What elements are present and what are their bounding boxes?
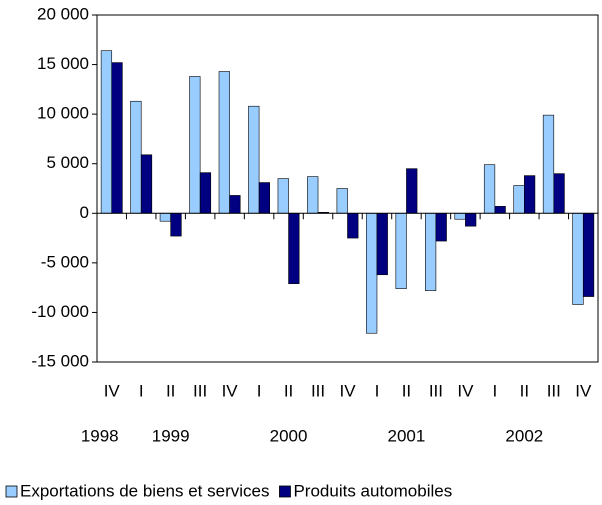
y-tick-label: 10 000 bbox=[37, 104, 89, 123]
year-label: 2001 bbox=[388, 426, 426, 445]
y-tick-label: -5 000 bbox=[41, 252, 89, 271]
x-tick-label: IV bbox=[339, 381, 356, 400]
bar bbox=[170, 212, 182, 237]
bar bbox=[100, 50, 113, 214]
plot-frame bbox=[96, 14, 599, 363]
bar bbox=[140, 154, 153, 214]
x-tick-label: II bbox=[520, 381, 529, 400]
year-label: 1998 bbox=[81, 426, 119, 445]
legend-label: Exportations de biens et services bbox=[20, 481, 269, 500]
bar bbox=[159, 212, 171, 222]
y-tick-label: 0 bbox=[80, 203, 89, 222]
legend-swatch bbox=[5, 485, 18, 498]
bar bbox=[465, 212, 477, 227]
bar bbox=[347, 212, 359, 239]
bar bbox=[248, 105, 260, 214]
y-tick-label: -10 000 bbox=[31, 302, 89, 321]
x-tick-label: I bbox=[139, 381, 144, 400]
bar bbox=[524, 175, 536, 214]
x-tick-label: IV bbox=[104, 381, 121, 400]
x-tick-label: II bbox=[284, 381, 293, 400]
legend-swatch bbox=[279, 485, 291, 498]
bar bbox=[229, 195, 241, 214]
x-tick-label: IV bbox=[575, 381, 592, 400]
y-tick-label: 5 000 bbox=[46, 153, 89, 172]
y-tick-label: 20 000 bbox=[37, 4, 89, 23]
y-tick-label: 15 000 bbox=[37, 54, 89, 73]
bar bbox=[494, 206, 506, 214]
x-tick-label: II bbox=[402, 381, 411, 400]
bar bbox=[542, 114, 555, 214]
x-tick-label: I bbox=[257, 381, 262, 400]
x-tick-label: III bbox=[193, 381, 207, 400]
bar bbox=[425, 212, 437, 291]
x-tick-label: I bbox=[375, 381, 380, 400]
bar bbox=[454, 212, 466, 220]
bar bbox=[277, 178, 289, 214]
bar bbox=[258, 182, 270, 214]
bar bbox=[376, 212, 388, 276]
bar bbox=[336, 188, 348, 214]
x-tick-label: II bbox=[166, 381, 175, 400]
x-tick-label: I bbox=[492, 381, 497, 400]
bar bbox=[199, 172, 212, 214]
bar bbox=[189, 76, 201, 214]
year-label: 1999 bbox=[152, 426, 190, 445]
bar bbox=[288, 212, 300, 284]
x-tick-label: III bbox=[429, 381, 443, 400]
year-label: 2000 bbox=[270, 426, 308, 445]
x-tick-label: III bbox=[547, 381, 561, 400]
bar bbox=[513, 185, 525, 214]
bar bbox=[553, 173, 565, 214]
x-tick-label: IV bbox=[222, 381, 239, 400]
bar bbox=[111, 62, 123, 214]
bar bbox=[395, 212, 407, 289]
bar bbox=[307, 176, 319, 214]
bar bbox=[582, 212, 595, 297]
bar bbox=[218, 71, 230, 214]
bar bbox=[572, 212, 584, 305]
legend-label: Produits automobiles bbox=[293, 481, 452, 500]
x-tick-label: III bbox=[311, 381, 325, 400]
bar bbox=[435, 212, 447, 242]
bar bbox=[130, 100, 142, 214]
y-tick-label: -15 000 bbox=[31, 351, 89, 370]
bar bbox=[406, 168, 418, 214]
bar bbox=[483, 164, 496, 214]
year-label: 2002 bbox=[505, 426, 543, 445]
x-tick-label: IV bbox=[457, 381, 474, 400]
bar bbox=[366, 212, 378, 334]
